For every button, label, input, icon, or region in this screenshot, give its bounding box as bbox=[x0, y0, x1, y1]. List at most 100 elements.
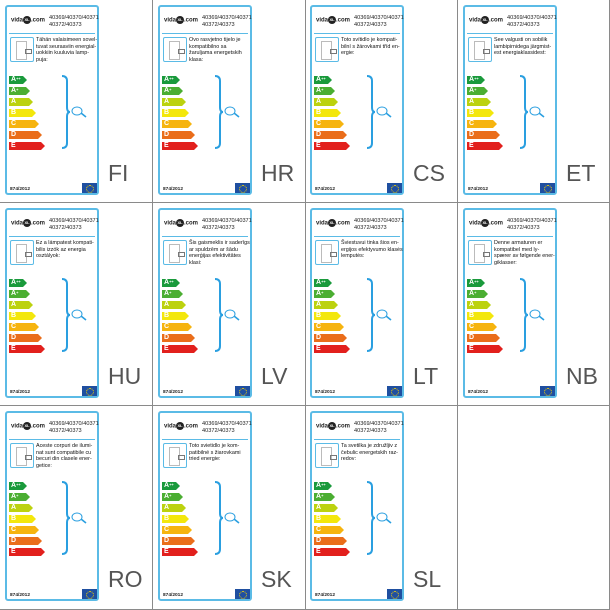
compatibility-text: Ez a lámpatest kompati-bilis izzók az en… bbox=[36, 240, 94, 260]
energy-class-bar: D bbox=[162, 537, 195, 545]
label-cell: vidaXL.com 40369/40370/40371 40372/40373 … bbox=[153, 406, 306, 610]
energy-class-sup: ++ bbox=[16, 482, 21, 487]
label-cell: vidaXL.com 40369/40370/40371 40372/40373 … bbox=[0, 203, 153, 406]
logo-text: .com bbox=[489, 220, 504, 227]
product-code-line: 40369/40370/40371 bbox=[202, 421, 252, 427]
energy-class-bar: B bbox=[9, 312, 36, 320]
logo-text: vida bbox=[316, 17, 329, 24]
compatibility-text: Aceste corpuri de ilumi-nat sunt compati… bbox=[36, 443, 93, 469]
energy-class-bar: A++ bbox=[9, 76, 27, 84]
logo-mark: XL bbox=[23, 422, 32, 430]
label-cell: vidaXL.com 40369/40370/40371 40372/40373 … bbox=[305, 203, 458, 406]
energy-class-letter: E bbox=[316, 548, 321, 555]
energy-class-letter: A bbox=[164, 279, 170, 286]
label-cell: vidaXL.com 40369/40370/40371 40372/40373 … bbox=[0, 0, 153, 203]
energy-class-letter: A bbox=[316, 76, 322, 83]
energy-label: vidaXL.com 40369/40370/40371 40372/40373 … bbox=[158, 411, 252, 601]
language-code: SK bbox=[261, 566, 292, 592]
logo-mark: XL bbox=[176, 422, 185, 430]
label-cell: vidaXL.com 40369/40370/40371 40372/40373 … bbox=[458, 0, 610, 203]
product-code-line: 40369/40370/40371 bbox=[507, 15, 557, 21]
product-code-line: 40369/40370/40371 bbox=[354, 421, 404, 427]
energy-class-letter: C bbox=[469, 323, 475, 330]
label-cell: vidaXL.com 40369/40370/40371 40372/40373 … bbox=[458, 203, 610, 406]
energy-class-bar: D bbox=[162, 131, 195, 139]
energy-class-letter: C bbox=[316, 323, 322, 330]
vidaxl-logo: vidaXL.com bbox=[469, 16, 503, 24]
energy-class-sup: + bbox=[321, 87, 324, 92]
vidaxl-logo: vidaXL.com bbox=[469, 219, 503, 227]
energy-class-sup: ++ bbox=[321, 279, 326, 284]
language-code: LT bbox=[413, 363, 439, 389]
divider bbox=[467, 33, 553, 34]
brace-icon bbox=[214, 278, 224, 352]
energy-class-sup: ++ bbox=[474, 76, 479, 81]
language-code: CS bbox=[413, 160, 445, 186]
language-code: HR bbox=[261, 160, 295, 186]
energy-class-letter: A bbox=[164, 87, 170, 94]
energy-class-bar: B bbox=[162, 109, 189, 117]
energy-class-sup: + bbox=[169, 493, 172, 498]
luminaire-icon bbox=[10, 443, 34, 468]
label-cell: vidaXL.com 40369/40370/40371 40372/40373 … bbox=[305, 406, 458, 610]
energy-class-letter: A bbox=[469, 76, 475, 83]
energy-class-bar: A bbox=[162, 301, 186, 309]
logo-text: vida bbox=[469, 17, 482, 24]
energy-class-bar: A++ bbox=[162, 482, 180, 490]
energy-class-sup: + bbox=[169, 87, 172, 92]
energy-class-bar: A bbox=[9, 301, 33, 309]
energy-class-letter: B bbox=[316, 109, 322, 116]
vidaxl-logo: vidaXL.com bbox=[11, 422, 45, 430]
energy-class-letter: E bbox=[164, 142, 169, 149]
energy-label: vidaXL.com 40369/40370/40371 40372/40373 … bbox=[310, 411, 404, 601]
energy-class-letter: A bbox=[316, 279, 322, 286]
energy-class-letter: A bbox=[316, 493, 322, 500]
luminaire-icon bbox=[315, 240, 339, 265]
energy-class-letter: C bbox=[11, 323, 17, 330]
energy-class-sup: + bbox=[169, 290, 172, 295]
regulation-number: 874/2012 bbox=[163, 390, 184, 395]
product-code-line: 40372/40373 bbox=[49, 22, 82, 28]
energy-class-letter: C bbox=[11, 526, 17, 533]
vidaxl-logo: vidaXL.com bbox=[11, 16, 45, 24]
energy-class-letter: A bbox=[469, 301, 475, 308]
energy-class-bar: A+ bbox=[9, 87, 30, 95]
energy-class-bar: A++ bbox=[314, 76, 332, 84]
compatibility-text: Tähän valaisimeen sovel-tuvat seuraaviin… bbox=[36, 37, 98, 63]
energy-class-bar: C bbox=[467, 323, 497, 331]
energy-class-bar: A++ bbox=[162, 76, 180, 84]
logo-text: vida bbox=[11, 220, 24, 227]
energy-class-bar: C bbox=[162, 323, 192, 331]
bulb-icon bbox=[71, 512, 87, 524]
energy-class-letter: A bbox=[469, 279, 475, 286]
energy-class-letter: A bbox=[164, 301, 170, 308]
energy-class-bar: A+ bbox=[314, 290, 335, 298]
eu-flag-icon bbox=[540, 183, 555, 193]
energy-class-bar: E bbox=[467, 142, 503, 150]
energy-class-letter: A bbox=[11, 504, 17, 511]
energy-class-letter: A bbox=[469, 87, 475, 94]
energy-class-letter: A bbox=[11, 87, 17, 94]
energy-class-sup: ++ bbox=[169, 279, 174, 284]
energy-class-sup: ++ bbox=[169, 482, 174, 487]
energy-class-bar: E bbox=[467, 345, 503, 353]
energy-label: vidaXL.com 40369/40370/40371 40372/40373 … bbox=[310, 5, 404, 195]
energy-class-bar: A+ bbox=[467, 290, 488, 298]
brace-icon bbox=[61, 75, 71, 149]
product-code-line: 40369/40370/40371 bbox=[354, 218, 404, 224]
energy-class-sup: + bbox=[16, 290, 19, 295]
product-code-line: 40372/40373 bbox=[354, 22, 387, 28]
luminaire-icon bbox=[10, 37, 34, 62]
product-code-line: 40369/40370/40371 bbox=[202, 15, 252, 21]
energy-class-letter: A bbox=[469, 290, 475, 297]
divider bbox=[162, 33, 248, 34]
energy-class-letter: B bbox=[11, 515, 17, 522]
product-code-line: 40369/40370/40371 bbox=[507, 218, 557, 224]
energy-class-bar: A++ bbox=[314, 482, 332, 490]
product-codes: 40369/40370/40371 40372/40373 bbox=[507, 218, 557, 232]
product-codes: 40369/40370/40371 40372/40373 bbox=[202, 15, 252, 29]
regulation-number: 874/2012 bbox=[10, 593, 31, 598]
product-codes: 40369/40370/40371 40372/40373 bbox=[49, 218, 99, 232]
energy-class-letter: D bbox=[164, 537, 170, 544]
logo-mark: XL bbox=[23, 16, 32, 24]
